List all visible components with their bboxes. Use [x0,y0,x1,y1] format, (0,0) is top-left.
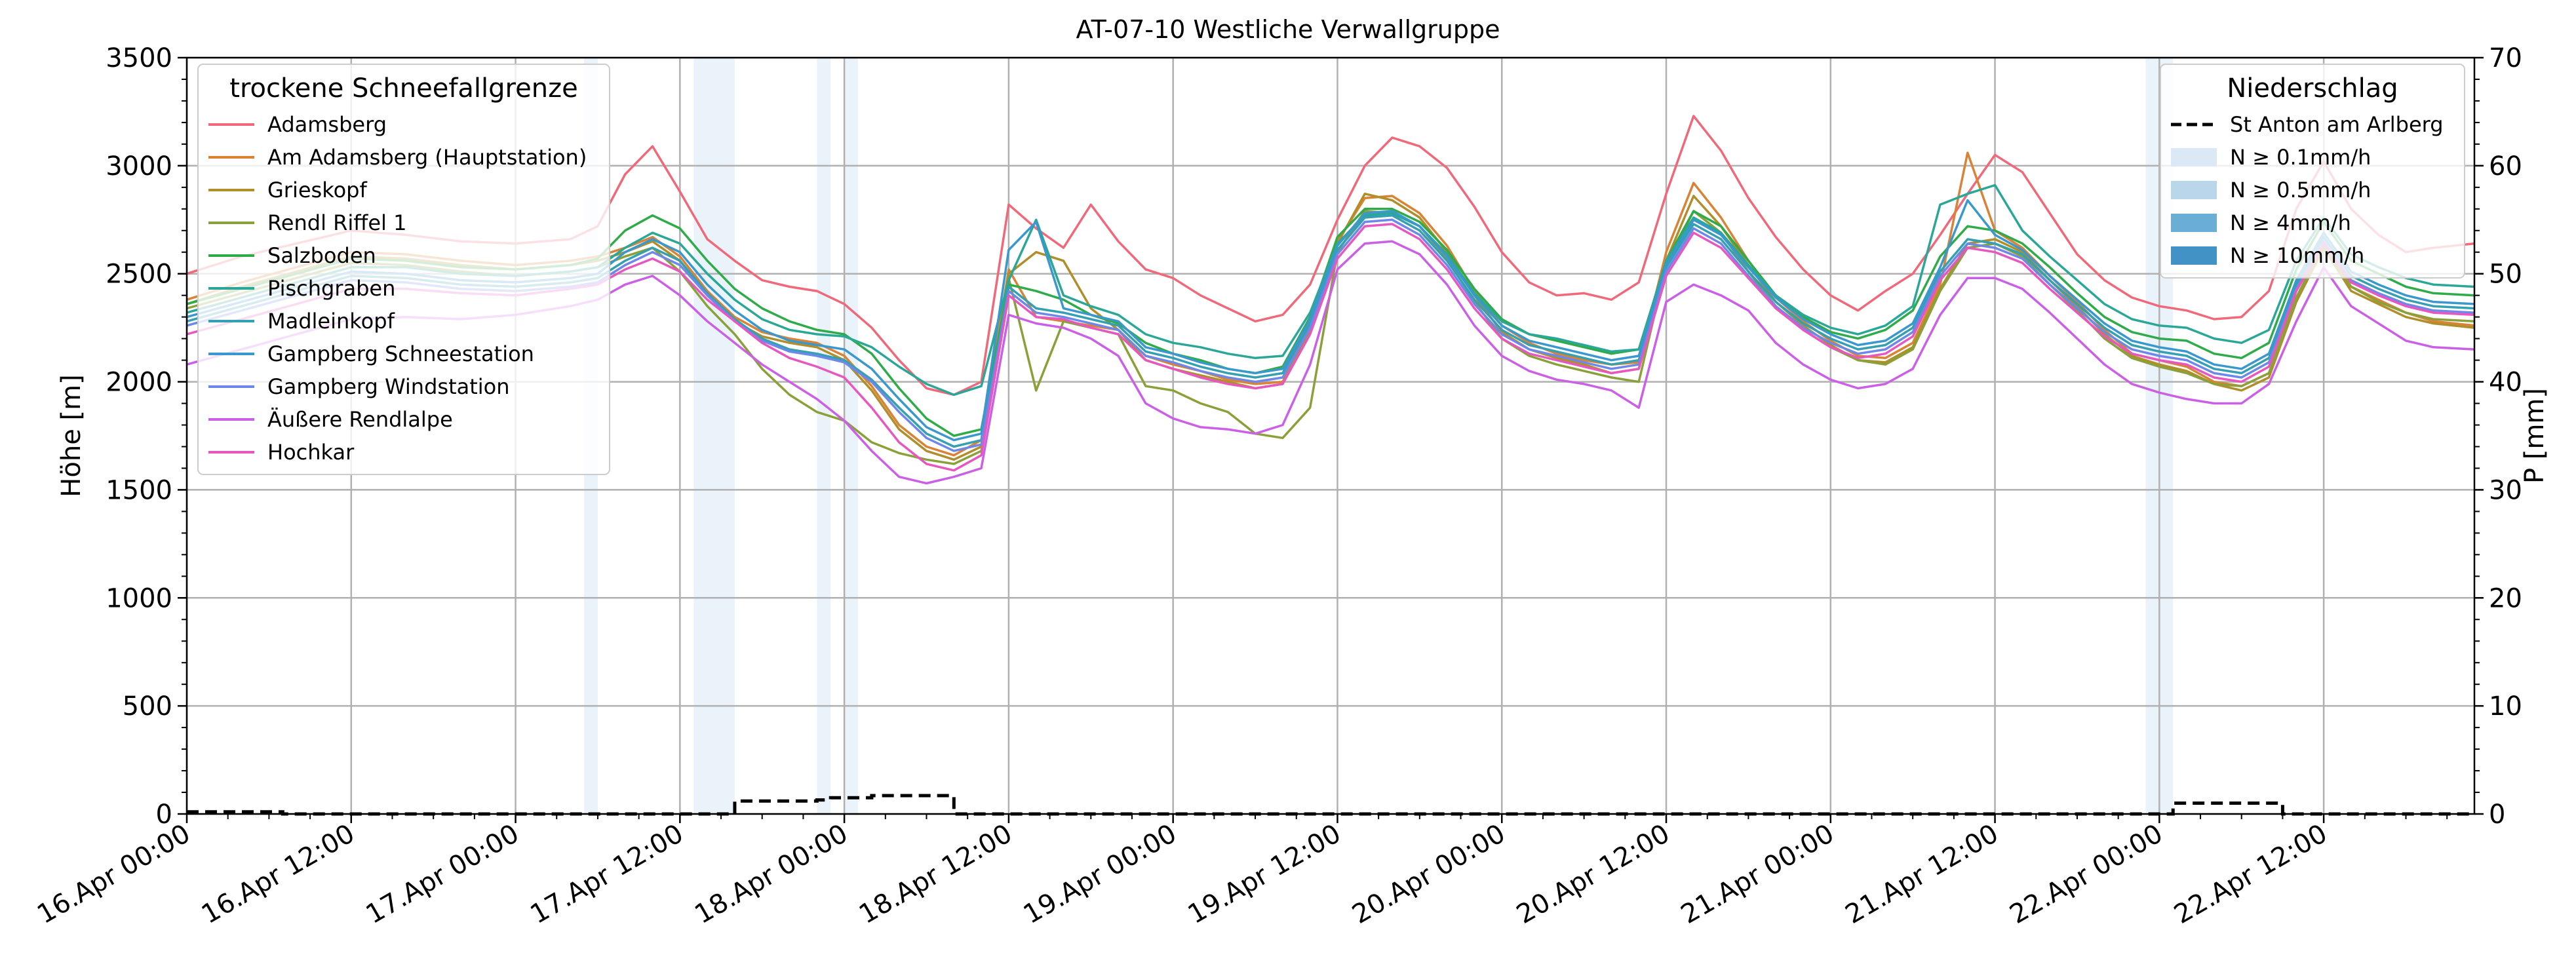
series-line [186,214,2475,448]
legend-left-label: Salzboden [267,243,376,268]
y-tick-label: 500 [123,691,172,722]
legend-right-label: St Anton am Arlberg [2230,112,2444,137]
legend-left: trockene Schneefallgrenze Adamsberg Am Ad… [197,64,610,475]
y-tick-label: 1000 [106,583,172,613]
legend-right-title: Niederschlag [2227,73,2398,104]
legend-left-label: Rendl Riffel 1 [267,210,406,235]
y-tick-label: 1500 [106,475,172,505]
y-tick-label: 3500 [106,43,172,73]
legend-right-swatch [2171,214,2217,232]
y2-tick-label: 60 [2489,151,2522,182]
series-line [186,240,2475,485]
legend-left-label: Gampberg Schneestation [267,341,534,366]
legend-right-label: N ≥ 4mm/h [2230,210,2351,235]
legend-right-swatch [2171,181,2217,199]
precip-band [844,58,859,814]
series-line [186,208,2475,437]
plot-frame [185,56,2476,815]
legend-right-swatch [2171,246,2217,265]
right-axis-ticks: 0 10 20 30 40 50 60 70 [2474,43,2522,830]
series-layer [186,115,2475,485]
y-axis-label: Höhe [m] [56,374,87,497]
legend-right-label: N ≥ 10mm/h [2230,243,2364,268]
legend-right-label: N ≥ 0.5mm/h [2230,178,2371,203]
legend-left-label: Gampberg Windstation [267,374,510,399]
y2-tick-label: 20 [2489,583,2522,613]
y-tick-label: 2500 [106,260,172,290]
legend-right-swatch [2171,148,2217,166]
y2-axis-label: P [mm] [2520,388,2550,484]
legend-left-label: Am Adamsberg (Hauptstation) [267,145,587,170]
legend-left-box [197,64,610,475]
y-tick-label: 0 [156,800,172,830]
legend-left-label: Madleinkopf [267,309,395,334]
precip-band [817,58,831,814]
legend-left-title: trockene Schneefallgrenze [229,73,577,104]
left-axis-ticks: 0 500 1000 1500 2000 2500 3000 3500 [106,43,187,830]
legend-right-box [2160,64,2465,279]
legend-left-label: Adamsberg [267,112,387,137]
legend-left-label: Pischgraben [267,276,395,301]
legend-right: Niederschlag St Anton am Arlberg N ≥ 0.1m… [2160,64,2465,279]
series-line [186,199,2475,442]
precip-band [693,58,735,814]
y2-tick-label: 40 [2489,368,2522,398]
y2-tick-label: 10 [2489,691,2522,722]
legend-left-label: Hochkar [267,440,355,465]
series-line [186,223,2475,472]
legend-left-entries: Adamsberg Am Adamsberg (Hauptstation) Grie… [208,112,587,465]
y2-tick-label: 0 [2489,800,2505,830]
series-line [186,115,2475,396]
y2-tick-label: 70 [2489,43,2522,73]
y2-tick-label: 50 [2489,260,2522,290]
y-tick-label: 2000 [106,368,172,398]
legend-left-label: Grieskopf [267,178,367,203]
legend-left-label: Äußere Rendlalpe [267,407,453,432]
legend-right-label: N ≥ 0.1mm/h [2230,145,2371,170]
chart-title: AT-07-10 Westliche Verwallgruppe [1076,15,1500,44]
y-tick-label: 3000 [106,151,172,182]
legend-right-entries: St Anton am Arlberg N ≥ 0.1mm/h N ≥ 0.5mm/… [2171,112,2444,268]
y2-tick-label: 30 [2489,475,2522,505]
